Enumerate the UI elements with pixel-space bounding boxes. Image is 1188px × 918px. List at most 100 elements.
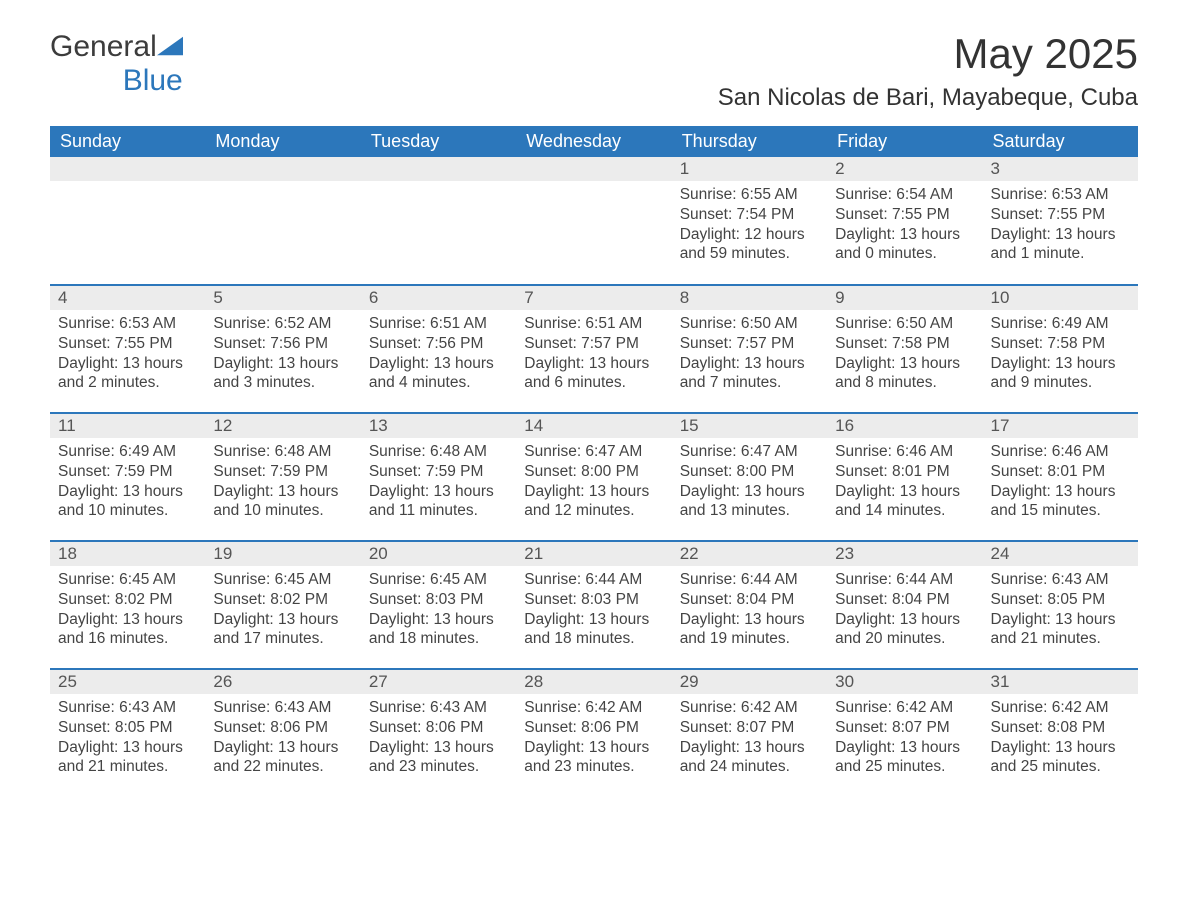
day-details: Sunrise: 6:47 AMSunset: 8:00 PMDaylight:… bbox=[516, 438, 671, 527]
day-details: Sunrise: 6:43 AMSunset: 8:05 PMDaylight:… bbox=[983, 566, 1138, 655]
calendar-day-cell: 31Sunrise: 6:42 AMSunset: 8:08 PMDayligh… bbox=[983, 669, 1138, 797]
day-number: 21 bbox=[516, 542, 671, 566]
day-number bbox=[50, 157, 205, 181]
calendar-day-cell: 11Sunrise: 6:49 AMSunset: 7:59 PMDayligh… bbox=[50, 413, 205, 541]
day-number: 30 bbox=[827, 670, 982, 694]
calendar-week-row: 4Sunrise: 6:53 AMSunset: 7:55 PMDaylight… bbox=[50, 285, 1138, 413]
calendar-day-cell: 9Sunrise: 6:50 AMSunset: 7:58 PMDaylight… bbox=[827, 285, 982, 413]
calendar-day-cell: 4Sunrise: 6:53 AMSunset: 7:55 PMDaylight… bbox=[50, 285, 205, 413]
day-details: Sunrise: 6:42 AMSunset: 8:07 PMDaylight:… bbox=[672, 694, 827, 783]
weekday-header: Tuesday bbox=[361, 126, 516, 157]
calendar-day-cell: 12Sunrise: 6:48 AMSunset: 7:59 PMDayligh… bbox=[205, 413, 360, 541]
calendar-day-cell: 29Sunrise: 6:42 AMSunset: 8:07 PMDayligh… bbox=[672, 669, 827, 797]
day-details: Sunrise: 6:54 AMSunset: 7:55 PMDaylight:… bbox=[827, 181, 982, 270]
calendar-day-cell: 1Sunrise: 6:55 AMSunset: 7:54 PMDaylight… bbox=[672, 157, 827, 285]
calendar-day-cell: 5Sunrise: 6:52 AMSunset: 7:56 PMDaylight… bbox=[205, 285, 360, 413]
day-details: Sunrise: 6:42 AMSunset: 8:07 PMDaylight:… bbox=[827, 694, 982, 783]
day-details: Sunrise: 6:48 AMSunset: 7:59 PMDaylight:… bbox=[361, 438, 516, 527]
calendar-header-row: SundayMondayTuesdayWednesdayThursdayFrid… bbox=[50, 126, 1138, 157]
day-details: Sunrise: 6:49 AMSunset: 7:58 PMDaylight:… bbox=[983, 310, 1138, 399]
calendar-day-cell: 25Sunrise: 6:43 AMSunset: 8:05 PMDayligh… bbox=[50, 669, 205, 797]
day-number: 17 bbox=[983, 414, 1138, 438]
day-number: 22 bbox=[672, 542, 827, 566]
calendar-week-row: 25Sunrise: 6:43 AMSunset: 8:05 PMDayligh… bbox=[50, 669, 1138, 797]
day-number: 29 bbox=[672, 670, 827, 694]
day-details: Sunrise: 6:51 AMSunset: 7:57 PMDaylight:… bbox=[516, 310, 671, 399]
weekday-header: Wednesday bbox=[516, 126, 671, 157]
day-number bbox=[205, 157, 360, 181]
day-details: Sunrise: 6:47 AMSunset: 8:00 PMDaylight:… bbox=[672, 438, 827, 527]
day-number: 19 bbox=[205, 542, 360, 566]
calendar-day-cell: 23Sunrise: 6:44 AMSunset: 8:04 PMDayligh… bbox=[827, 541, 982, 669]
day-number: 15 bbox=[672, 414, 827, 438]
day-details: Sunrise: 6:43 AMSunset: 8:05 PMDaylight:… bbox=[50, 694, 205, 783]
day-number: 6 bbox=[361, 286, 516, 310]
calendar-day-cell bbox=[361, 157, 516, 285]
calendar-day-cell: 8Sunrise: 6:50 AMSunset: 7:57 PMDaylight… bbox=[672, 285, 827, 413]
location: San Nicolas de Bari, Mayabeque, Cuba bbox=[718, 84, 1138, 112]
calendar-day-cell: 19Sunrise: 6:45 AMSunset: 8:02 PMDayligh… bbox=[205, 541, 360, 669]
day-number bbox=[361, 157, 516, 181]
day-number: 10 bbox=[983, 286, 1138, 310]
day-number: 24 bbox=[983, 542, 1138, 566]
day-details: Sunrise: 6:52 AMSunset: 7:56 PMDaylight:… bbox=[205, 310, 360, 399]
day-details: Sunrise: 6:44 AMSunset: 8:04 PMDaylight:… bbox=[672, 566, 827, 655]
calendar-day-cell: 6Sunrise: 6:51 AMSunset: 7:56 PMDaylight… bbox=[361, 285, 516, 413]
calendar-day-cell: 27Sunrise: 6:43 AMSunset: 8:06 PMDayligh… bbox=[361, 669, 516, 797]
day-number: 18 bbox=[50, 542, 205, 566]
day-details: Sunrise: 6:49 AMSunset: 7:59 PMDaylight:… bbox=[50, 438, 205, 527]
day-number: 5 bbox=[205, 286, 360, 310]
day-number: 3 bbox=[983, 157, 1138, 181]
calendar-day-cell: 28Sunrise: 6:42 AMSunset: 8:06 PMDayligh… bbox=[516, 669, 671, 797]
day-details: Sunrise: 6:43 AMSunset: 8:06 PMDaylight:… bbox=[205, 694, 360, 783]
calendar-day-cell: 16Sunrise: 6:46 AMSunset: 8:01 PMDayligh… bbox=[827, 413, 982, 541]
calendar-week-row: 18Sunrise: 6:45 AMSunset: 8:02 PMDayligh… bbox=[50, 541, 1138, 669]
calendar-day-cell: 3Sunrise: 6:53 AMSunset: 7:55 PMDaylight… bbox=[983, 157, 1138, 285]
calendar-day-cell: 17Sunrise: 6:46 AMSunset: 8:01 PMDayligh… bbox=[983, 413, 1138, 541]
day-number: 11 bbox=[50, 414, 205, 438]
calendar-day-cell: 18Sunrise: 6:45 AMSunset: 8:02 PMDayligh… bbox=[50, 541, 205, 669]
day-number: 27 bbox=[361, 670, 516, 694]
day-number: 23 bbox=[827, 542, 982, 566]
calendar-week-row: 11Sunrise: 6:49 AMSunset: 7:59 PMDayligh… bbox=[50, 413, 1138, 541]
day-details: Sunrise: 6:46 AMSunset: 8:01 PMDaylight:… bbox=[827, 438, 982, 527]
day-details: Sunrise: 6:50 AMSunset: 7:57 PMDaylight:… bbox=[672, 310, 827, 399]
calendar-day-cell: 30Sunrise: 6:42 AMSunset: 8:07 PMDayligh… bbox=[827, 669, 982, 797]
day-details: Sunrise: 6:53 AMSunset: 7:55 PMDaylight:… bbox=[50, 310, 205, 399]
day-number: 31 bbox=[983, 670, 1138, 694]
calendar-day-cell: 14Sunrise: 6:47 AMSunset: 8:00 PMDayligh… bbox=[516, 413, 671, 541]
day-number: 16 bbox=[827, 414, 982, 438]
day-number: 8 bbox=[672, 286, 827, 310]
day-details: Sunrise: 6:46 AMSunset: 8:01 PMDaylight:… bbox=[983, 438, 1138, 527]
day-number: 14 bbox=[516, 414, 671, 438]
day-number bbox=[516, 157, 671, 181]
day-number: 20 bbox=[361, 542, 516, 566]
weekday-header: Sunday bbox=[50, 126, 205, 157]
calendar-week-row: 1Sunrise: 6:55 AMSunset: 7:54 PMDaylight… bbox=[50, 157, 1138, 285]
calendar-day-cell: 13Sunrise: 6:48 AMSunset: 7:59 PMDayligh… bbox=[361, 413, 516, 541]
calendar-day-cell: 20Sunrise: 6:45 AMSunset: 8:03 PMDayligh… bbox=[361, 541, 516, 669]
calendar-day-cell: 26Sunrise: 6:43 AMSunset: 8:06 PMDayligh… bbox=[205, 669, 360, 797]
logo-triangle-icon bbox=[157, 30, 183, 64]
calendar-day-cell: 7Sunrise: 6:51 AMSunset: 7:57 PMDaylight… bbox=[516, 285, 671, 413]
weekday-header: Saturday bbox=[983, 126, 1138, 157]
day-number: 25 bbox=[50, 670, 205, 694]
day-details: Sunrise: 6:53 AMSunset: 7:55 PMDaylight:… bbox=[983, 181, 1138, 270]
calendar-day-cell bbox=[516, 157, 671, 285]
day-details: Sunrise: 6:45 AMSunset: 8:03 PMDaylight:… bbox=[361, 566, 516, 655]
day-number: 28 bbox=[516, 670, 671, 694]
day-details: Sunrise: 6:55 AMSunset: 7:54 PMDaylight:… bbox=[672, 181, 827, 270]
calendar-day-cell: 22Sunrise: 6:44 AMSunset: 8:04 PMDayligh… bbox=[672, 541, 827, 669]
day-number: 13 bbox=[361, 414, 516, 438]
logo-part2: Blue bbox=[123, 64, 183, 97]
day-details: Sunrise: 6:43 AMSunset: 8:06 PMDaylight:… bbox=[361, 694, 516, 783]
calendar-day-cell bbox=[205, 157, 360, 285]
day-number: 7 bbox=[516, 286, 671, 310]
day-details: Sunrise: 6:42 AMSunset: 8:08 PMDaylight:… bbox=[983, 694, 1138, 783]
calendar-day-cell: 21Sunrise: 6:44 AMSunset: 8:03 PMDayligh… bbox=[516, 541, 671, 669]
calendar-day-cell: 24Sunrise: 6:43 AMSunset: 8:05 PMDayligh… bbox=[983, 541, 1138, 669]
day-details: Sunrise: 6:42 AMSunset: 8:06 PMDaylight:… bbox=[516, 694, 671, 783]
day-number: 1 bbox=[672, 157, 827, 181]
logo-part1: General bbox=[50, 30, 157, 63]
title-block: May 2025 San Nicolas de Bari, Mayabeque,… bbox=[718, 30, 1138, 112]
